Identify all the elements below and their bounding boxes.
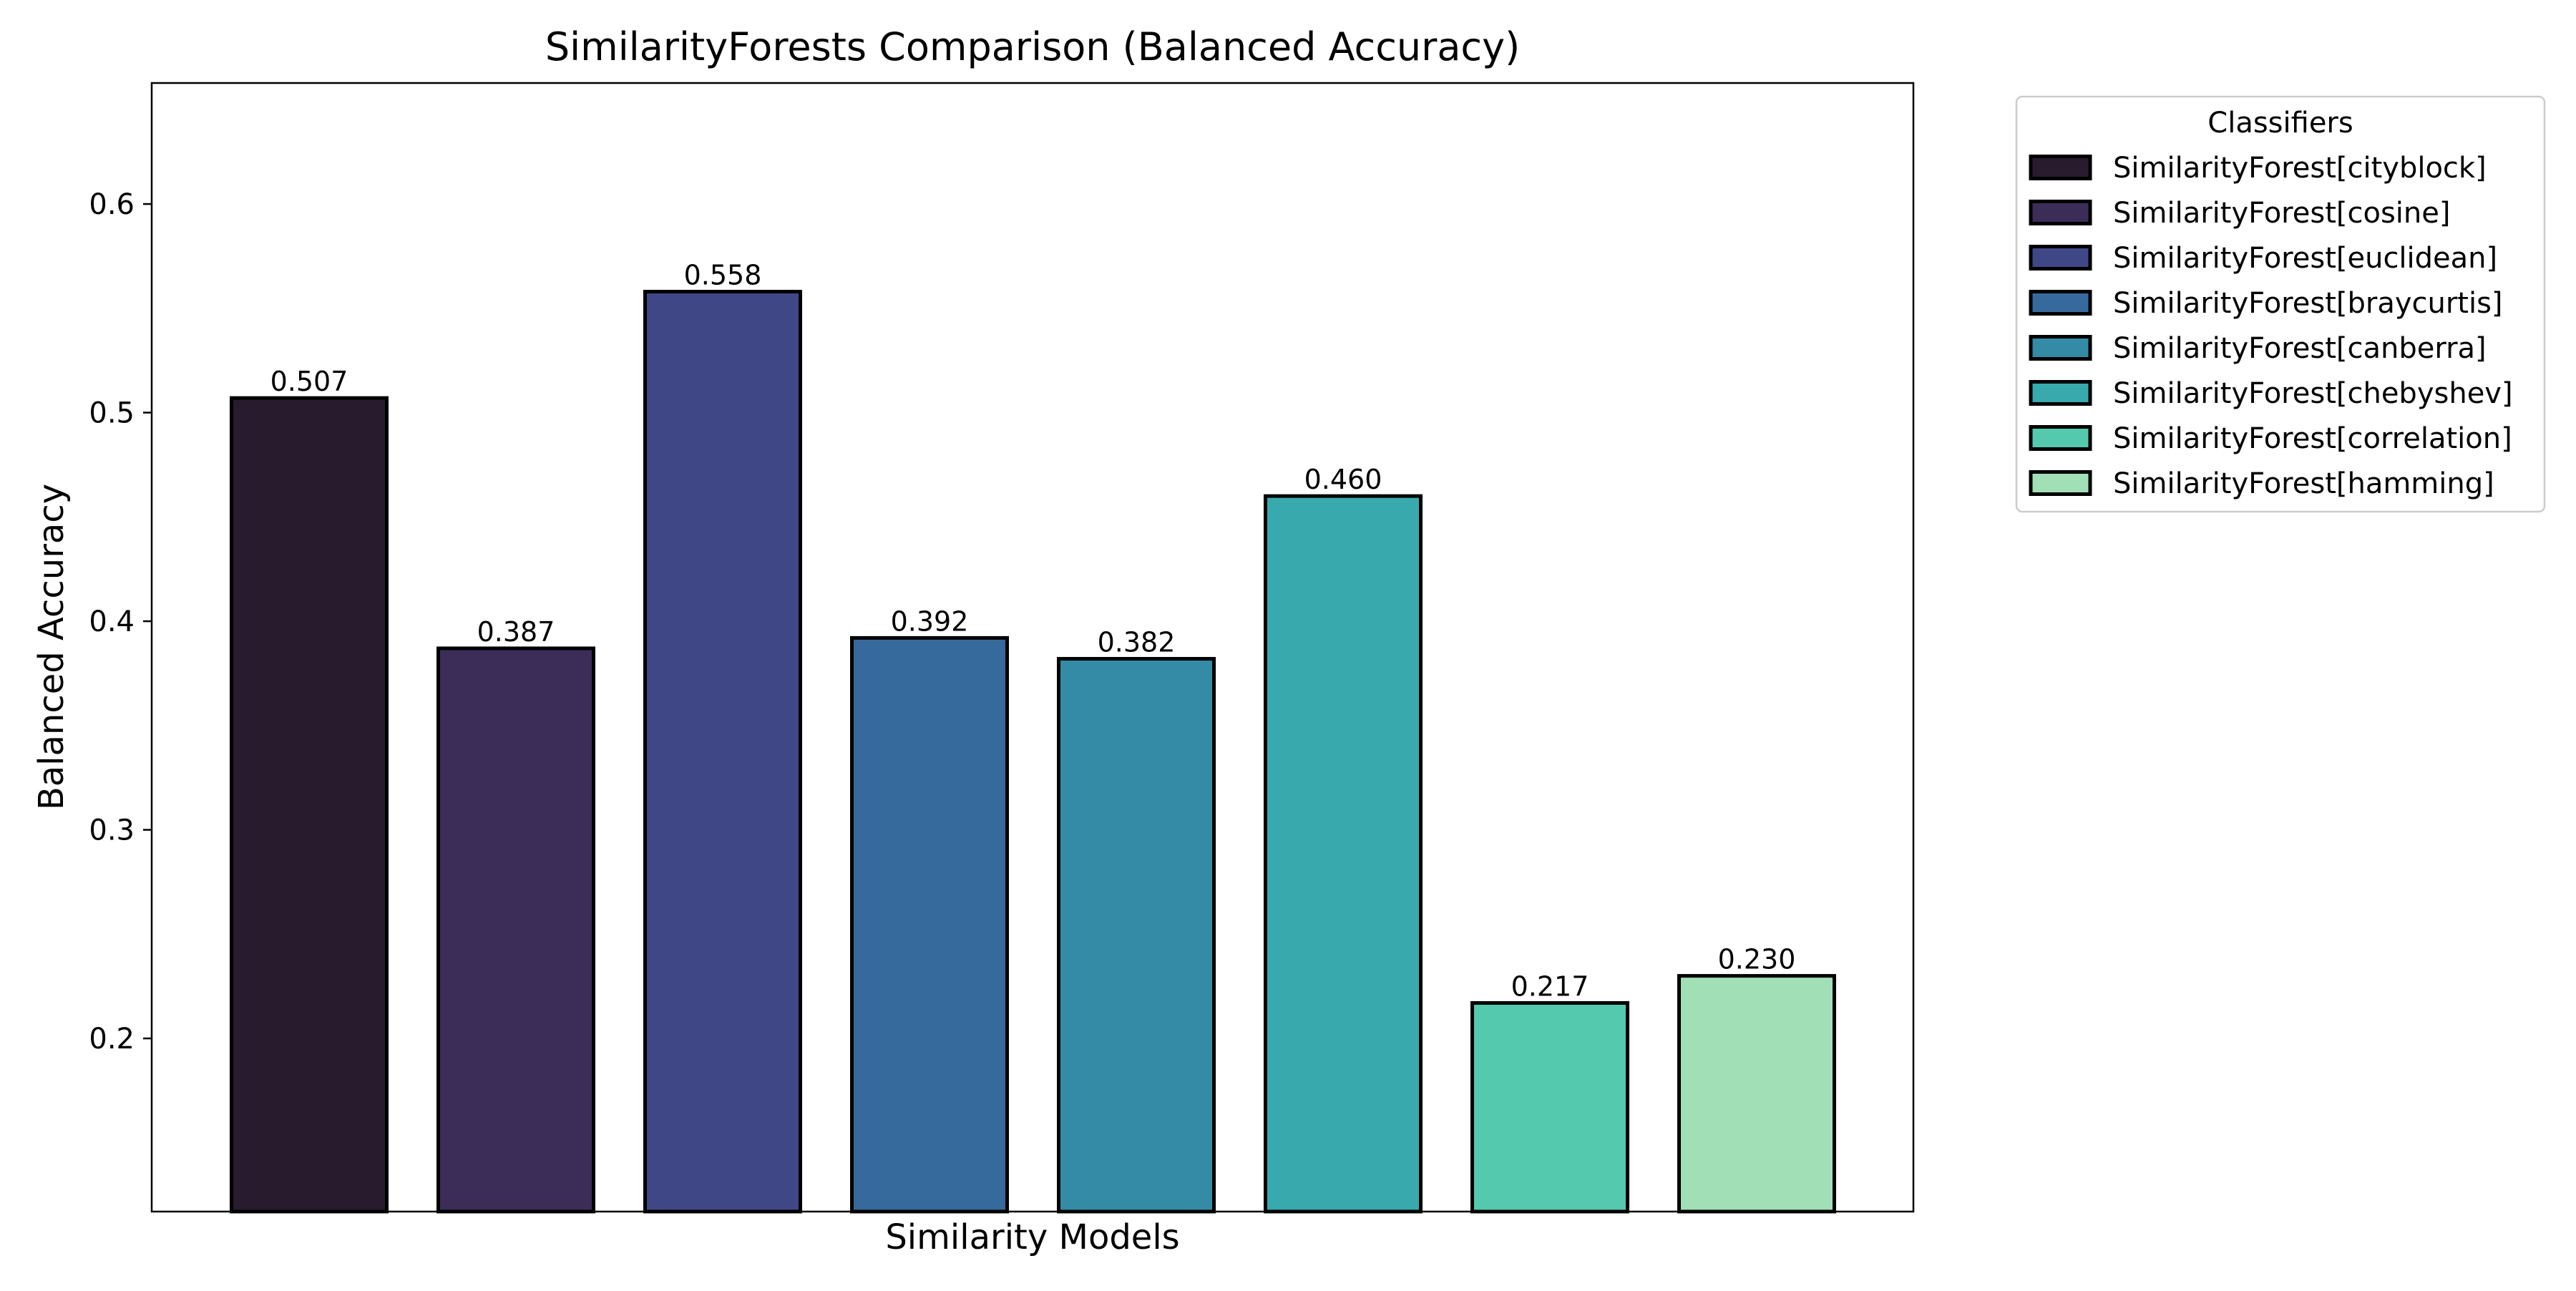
legend-label: SimilarityForest[cosine] (2113, 197, 2450, 230)
y-tick-label: 0.3 (89, 814, 135, 847)
x-axis-label: Similarity Models (885, 1217, 1179, 1257)
legend-entries: SimilarityForest[cityblock] SimilarityFor… (2029, 152, 2513, 500)
legend-label: SimilarityForest[correlation] (2113, 422, 2512, 455)
bar (1057, 657, 1216, 1214)
bar (436, 646, 595, 1214)
bar-value-label: 0.387 (477, 616, 555, 648)
legend-swatch (2029, 290, 2092, 316)
bar (1264, 494, 1423, 1214)
bar-value-label: 0.558 (684, 259, 762, 291)
legend-label: SimilarityForest[hamming] (2113, 467, 2494, 500)
y-tick-label: 0.6 (89, 188, 135, 221)
legend-swatch (2029, 200, 2092, 225)
y-axis: 0.2 0.3 0.4 0.5 0.6 (89, 188, 152, 1056)
bars-layer (230, 289, 1836, 1214)
legend-title: Classifiers (2207, 107, 2353, 140)
legend-swatch (2029, 380, 2092, 406)
bar-value-label: 0.382 (1098, 627, 1176, 658)
bar-value-label: 0.230 (1718, 944, 1796, 975)
legend-frame (2015, 95, 2546, 513)
bar-value-label: 0.507 (270, 366, 348, 397)
y-tick-label: 0.5 (89, 397, 135, 430)
legend: Classifiers SimilarityForest[cityblock]S… (2015, 95, 2546, 513)
legend-label: SimilarityForest[braycurtis] (2113, 287, 2503, 320)
plot-area-frame (150, 82, 1915, 1213)
bar-value-label: 0.392 (891, 605, 969, 637)
legend-label: SimilarityForest[cityblock] (2113, 152, 2487, 185)
chart-title: SimilarityForests Comparison (Balanced A… (545, 24, 1520, 69)
bar (850, 635, 1009, 1214)
y-tick-label: 0.2 (89, 1023, 135, 1056)
y-tick-label: 0.4 (89, 605, 135, 638)
bar (643, 289, 802, 1214)
bar (230, 396, 389, 1214)
legend-swatch (2029, 155, 2092, 180)
legend-label: SimilarityForest[canberra] (2113, 332, 2487, 365)
legend-label: SimilarityForest[euclidean] (2113, 242, 2497, 275)
legend-swatch (2029, 245, 2092, 271)
legend-swatch (2029, 470, 2092, 496)
bar-value-label: 0.217 (1511, 971, 1589, 1003)
bar-value-label: 0.460 (1304, 464, 1382, 495)
legend-swatch (2029, 425, 2092, 451)
y-axis-label: Balanced Accuracy (31, 484, 72, 810)
legend-label: SimilarityForest[chebyshev] (2113, 377, 2513, 410)
bar (1677, 974, 1836, 1214)
bar (1470, 1001, 1629, 1214)
value-labels-layer: 0.507 0.387 0.558 0.392 0.382 0.460 0.217 0.230 (270, 259, 1796, 1002)
legend-swatch (2029, 335, 2092, 361)
